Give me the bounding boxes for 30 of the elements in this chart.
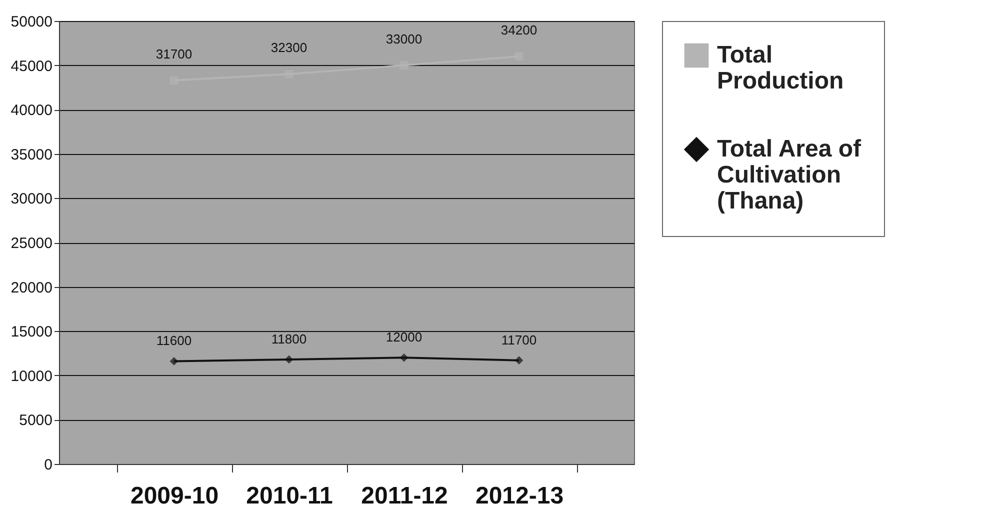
annotation: 31700 <box>156 46 192 62</box>
y-tick-label: 10000 <box>10 368 52 385</box>
data-label: 12000 <box>386 330 422 345</box>
data-label: 11700 <box>501 332 537 348</box>
annotation: 33000 <box>386 31 422 46</box>
point <box>400 353 408 362</box>
point <box>170 357 178 366</box>
y-tick-label: 25000 <box>10 235 52 252</box>
data-label: 11800 <box>271 331 307 346</box>
point <box>400 61 408 70</box>
legend-label: Total Production <box>717 42 844 94</box>
x-tick-label: 2010-11 <box>246 482 333 510</box>
y-tick-label: 0 <box>44 456 52 474</box>
y-tick-label: 40000 <box>10 102 52 120</box>
y-tick-label: 45000 <box>10 58 52 75</box>
x-tick-label: 2009-10 <box>130 482 219 510</box>
y-tick-label: 30000 <box>10 190 52 208</box>
x-tick-label: 2012-13 <box>475 482 564 510</box>
y-tick-label: 5000 <box>19 412 52 430</box>
annotation: 32300 <box>270 40 308 56</box>
y-tick-label: 15000 <box>10 324 52 341</box>
y-tick-label: 20000 <box>10 279 52 296</box>
y-tick-label: 50000 <box>10 14 52 30</box>
x-tick-label: 2011-12 <box>361 482 448 510</box>
annotation: 34200 <box>500 22 538 38</box>
point <box>514 356 524 365</box>
data-label: 11600 <box>156 333 192 348</box>
point <box>284 355 294 364</box>
legend-label: Total Area of Cultivation (Thana) <box>717 136 862 214</box>
y-tick-label: 35000 <box>10 146 52 164</box>
